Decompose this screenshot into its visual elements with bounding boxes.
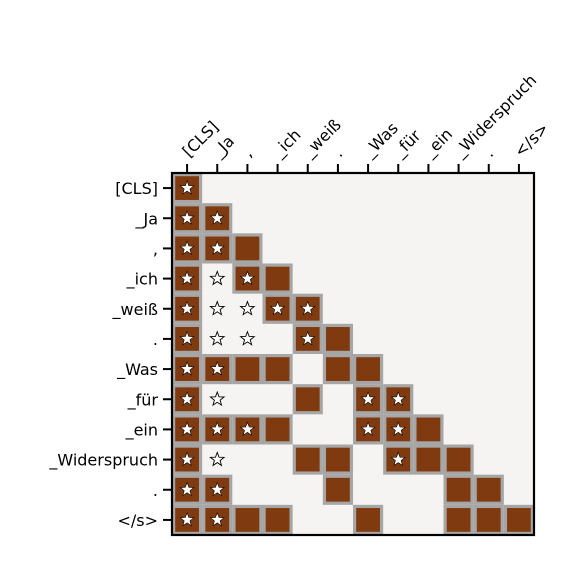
- filled-star-r11-c0: [179, 511, 195, 527]
- cell-r11-c9: [443, 504, 474, 535]
- y-tick-label-6: _Was: [116, 360, 158, 380]
- filled-star-r6-c1: [209, 361, 225, 376]
- filled-star-r3-c2: [239, 270, 256, 286]
- cell-r9-c8: [413, 444, 444, 475]
- y-tick-label-1: _Ja: [134, 209, 158, 229]
- filled-star-r7-c7: [390, 391, 406, 406]
- ticks-layer: [163, 164, 520, 521]
- filled-star-r11-c1: [209, 511, 225, 527]
- y-tick-label-8: _ein: [125, 420, 158, 440]
- filled-star-r7-c0: [179, 391, 195, 406]
- cell-r6-c3: [262, 354, 293, 385]
- y-tick-label-10: .: [153, 481, 158, 500]
- cell-r10-c9: [443, 474, 474, 505]
- hollow-star-r4-c2: [239, 300, 256, 316]
- filled-star-r3-c0: [179, 270, 195, 286]
- x-tick-label-8: _ein: [419, 124, 457, 162]
- x-tick-label-5: .: [329, 144, 346, 161]
- filled-star-r8-c2: [239, 421, 256, 436]
- x-tick-labels: [CLS]_Ja, _ich_weiß. _Was_für_ein_Widerspr…: [178, 71, 552, 163]
- cells-layer: [172, 173, 534, 535]
- hollow-star-r5-c1: [209, 330, 226, 346]
- filled-star-r9-c7: [390, 451, 406, 467]
- y-tick-label-9: _Widerspruch: [48, 451, 158, 471]
- stars-layer: [179, 180, 406, 527]
- filled-star-r9-c0: [179, 451, 195, 467]
- cell-r11-c10: [473, 504, 504, 535]
- hollow-star-r3-c1: [209, 270, 226, 286]
- filled-star-r8-c1: [209, 421, 225, 436]
- filled-star-r8-c6: [360, 421, 376, 436]
- x-tick-label-11: </s>: [510, 119, 552, 161]
- cell-r9-c9: [443, 444, 474, 475]
- filled-star-r4-c0: [179, 300, 195, 316]
- y-tick-label-2: ,: [153, 239, 158, 258]
- filled-star-r5-c0: [179, 330, 195, 346]
- hollow-star-r9-c1: [209, 451, 226, 467]
- filled-star-r8-c7: [390, 421, 406, 436]
- y-tick-label-11: </s>: [117, 511, 158, 530]
- filled-star-r5-c4: [300, 330, 316, 346]
- filled-star-r10-c0: [179, 481, 195, 497]
- plot-frame: [170, 171, 536, 537]
- filled-star-r4-c3: [269, 300, 286, 316]
- cell-r11-c6: [353, 504, 384, 535]
- cell-r11-c11: [503, 504, 534, 535]
- hollow-star-r7-c1: [209, 390, 226, 407]
- filled-star-r7-c6: [360, 391, 376, 406]
- cell-r11-c2: [232, 504, 263, 535]
- filled-star-r2-c1: [209, 240, 225, 255]
- filled-star-r1-c0: [179, 210, 195, 225]
- y-tick-label-5: .: [153, 330, 158, 349]
- filled-star-r4-c4: [300, 300, 316, 316]
- cell-r8-c8: [413, 414, 444, 445]
- cell-r9-c4: [292, 444, 323, 475]
- y-tick-label-4: _weiß: [112, 300, 158, 320]
- cell-r10-c5: [322, 474, 353, 505]
- hollow-star-r5-c2: [239, 330, 256, 346]
- cell-r3-c3: [262, 263, 293, 294]
- filled-star-r6-c0: [179, 361, 195, 376]
- cell-r8-c6: [353, 414, 384, 445]
- x-tick-label-2: ,: [239, 144, 256, 161]
- filled-star-r8-c0: [179, 421, 195, 436]
- x-tick-label-10: .: [480, 144, 497, 161]
- hollow-star-r4-c1: [209, 300, 226, 316]
- filled-star-r0-c0: [179, 180, 195, 195]
- cell-r8-c3: [262, 414, 293, 445]
- cell-r6-c5: [322, 354, 353, 385]
- cell-r9-c5: [322, 444, 353, 475]
- cell-r2-c2: [232, 233, 263, 264]
- cell-r6-c2: [232, 354, 263, 385]
- y-tick-label-7: _für: [127, 390, 159, 410]
- y-tick-labels: [CLS] _Ja, _ich _weiß. _Was _für _ein _Widerspr…: [48, 179, 158, 530]
- cell-r7-c4: [292, 384, 323, 415]
- y-tick-label-0: [CLS]: [115, 179, 158, 198]
- cell-r10-c10: [473, 474, 504, 505]
- cell-r5-c5: [322, 323, 353, 354]
- filled-star-r1-c1: [209, 210, 225, 225]
- filled-star-r2-c0: [179, 240, 195, 255]
- cell-r6-c6: [353, 354, 384, 385]
- cell-r11-c3: [262, 504, 293, 535]
- filled-star-r10-c1: [209, 481, 225, 497]
- x-tick-label-3: _ich: [268, 125, 305, 162]
- y-tick-label-3: _ich: [126, 270, 158, 290]
